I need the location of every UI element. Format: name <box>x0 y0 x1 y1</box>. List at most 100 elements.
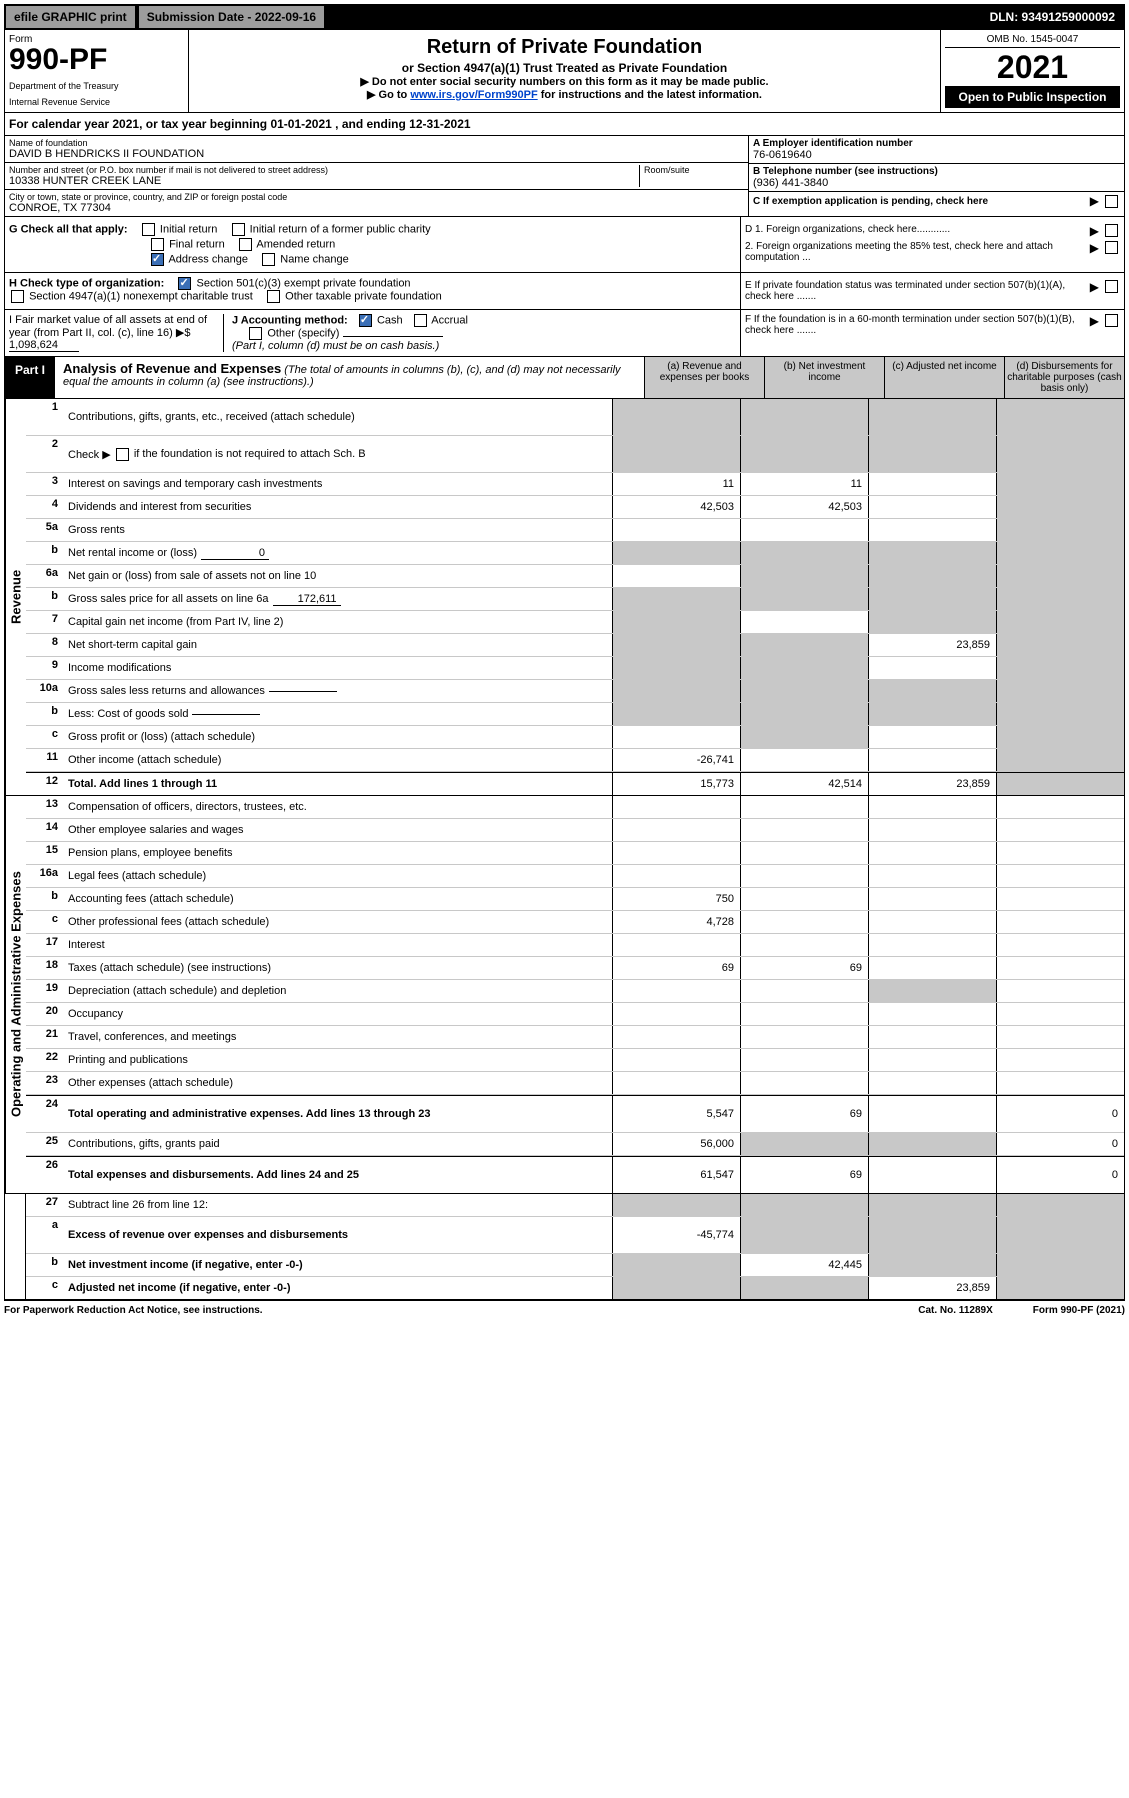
other-taxable-checkbox[interactable] <box>267 290 280 303</box>
i-label: I Fair market value of all assets at end… <box>9 314 207 339</box>
row7-desc: Capital gain net income (from Part IV, l… <box>64 611 612 633</box>
row24-desc: Total operating and administrative expen… <box>64 1096 612 1132</box>
j-note: (Part I, column (d) must be on cash basi… <box>232 340 439 352</box>
r3-b: 11 <box>740 473 868 495</box>
section-g-d: G Check all that apply: Initial return I… <box>4 217 1125 273</box>
paperwork-notice: For Paperwork Reduction Act Notice, see … <box>4 1305 263 1316</box>
row19-desc: Depreciation (attach schedule) and deple… <box>64 980 612 1002</box>
r12-a: 15,773 <box>612 773 740 795</box>
final-return-label: Final return <box>169 239 225 251</box>
row22-desc: Printing and publications <box>64 1049 612 1071</box>
r16c-a: 4,728 <box>612 911 740 933</box>
entity-info: Name of foundation DAVID B HENDRICKS II … <box>4 136 1125 217</box>
line27-section: 27Subtract line 26 from line 12: aExcess… <box>4 1194 1125 1300</box>
form-subtitle: or Section 4947(a)(1) Trust Treated as P… <box>197 61 932 75</box>
accrual-checkbox[interactable] <box>414 314 427 327</box>
street-address: 10338 HUNTER CREEK LANE <box>9 175 639 187</box>
r12-b: 42,514 <box>740 773 868 795</box>
part1-label: Part I <box>5 357 55 398</box>
topbar: efile GRAPHIC print Submission Date - 20… <box>4 4 1125 30</box>
r16b-a: 750 <box>612 888 740 910</box>
row27b-desc: Net investment income (if negative, ente… <box>64 1254 612 1276</box>
form-note2: ▶ Go to www.irs.gov/Form990PF for instru… <box>197 88 932 101</box>
row27a-desc: Excess of revenue over expenses and disb… <box>64 1217 612 1253</box>
g-label: G Check all that apply: <box>9 224 128 236</box>
city-label: City or town, state or province, country… <box>9 192 744 202</box>
col-c-header: (c) Adjusted net income <box>884 357 1004 398</box>
row25-desc: Contributions, gifts, grants paid <box>64 1133 612 1155</box>
row3-desc: Interest on savings and temporary cash i… <box>64 473 612 495</box>
cash-label: Cash <box>377 315 403 327</box>
open-to-public: Open to Public Inspection <box>945 86 1120 108</box>
row6a-desc: Net gain or (loss) from sale of assets n… <box>64 565 612 587</box>
r12-c: 23,859 <box>868 773 996 795</box>
foundation-name: DAVID B HENDRICKS II FOUNDATION <box>9 148 744 160</box>
final-return-checkbox[interactable] <box>151 238 164 251</box>
exemption-checkbox[interactable] <box>1105 195 1118 208</box>
address-change-checkbox[interactable] <box>151 253 164 266</box>
i-value: 1,098,624 <box>9 339 79 352</box>
4947-checkbox[interactable] <box>11 290 24 303</box>
row21-desc: Travel, conferences, and meetings <box>64 1026 612 1048</box>
irs-link[interactable]: www.irs.gov/Form990PF <box>410 89 537 101</box>
city-state-zip: CONROE, TX 77304 <box>9 202 744 214</box>
r18-a: 69 <box>612 957 740 979</box>
revenue-side-label: Revenue <box>5 399 26 795</box>
tax-year: 2021 <box>945 48 1120 86</box>
row5a-desc: Gross rents <box>64 519 612 541</box>
page-footer: For Paperwork Reduction Act Notice, see … <box>4 1300 1125 1320</box>
expenses-side-label: Operating and Administrative Expenses <box>5 796 26 1193</box>
initial-return-checkbox[interactable] <box>142 223 155 236</box>
initial-former-checkbox[interactable] <box>232 223 245 236</box>
address-change-label: Address change <box>168 254 248 266</box>
d1-checkbox[interactable] <box>1105 224 1118 237</box>
addr-label: Number and street (or P.O. box number if… <box>9 165 639 175</box>
name-change-checkbox[interactable] <box>262 253 275 266</box>
row16b-desc: Accounting fees (attach schedule) <box>64 888 612 910</box>
row10a-desc: Gross sales less returns and allowances <box>64 680 612 702</box>
row1-desc: Contributions, gifts, grants, etc., rece… <box>64 399 612 435</box>
other-method-checkbox[interactable] <box>249 327 262 340</box>
exemption-label: C If exemption application is pending, c… <box>753 196 1086 207</box>
501c3-checkbox[interactable] <box>178 277 191 290</box>
other-taxable-label: Other taxable private foundation <box>285 291 442 303</box>
room-label: Room/suite <box>644 165 744 175</box>
name-label: Name of foundation <box>9 138 744 148</box>
r26-d: 0 <box>996 1157 1124 1193</box>
d2-checkbox[interactable] <box>1105 241 1118 254</box>
form-note1: ▶ Do not enter social security numbers o… <box>197 75 932 88</box>
501c3-label: Section 501(c)(3) exempt private foundat… <box>197 278 411 290</box>
ein-value: 76-0619640 <box>753 149 1120 161</box>
r24-a: 5,547 <box>612 1096 740 1132</box>
r8-c: 23,859 <box>868 634 996 656</box>
calendar-year: For calendar year 2021, or tax year begi… <box>4 113 1125 136</box>
e-checkbox[interactable] <box>1105 280 1118 293</box>
row26-desc: Total expenses and disbursements. Add li… <box>64 1157 612 1193</box>
phone-value: (936) 441-3840 <box>753 177 1120 189</box>
accrual-label: Accrual <box>431 315 468 327</box>
h-label: H Check type of organization: <box>9 278 164 290</box>
amended-return-checkbox[interactable] <box>239 238 252 251</box>
r3-a: 11 <box>612 473 740 495</box>
r4-a: 42,503 <box>612 496 740 518</box>
cat-no: Cat. No. 11289X <box>918 1305 992 1316</box>
r27c-c: 23,859 <box>868 1277 996 1299</box>
row17-desc: Interest <box>64 934 612 956</box>
r25-a: 56,000 <box>612 1133 740 1155</box>
row9-desc: Income modifications <box>64 657 612 679</box>
omb-number: OMB No. 1545-0047 <box>945 34 1120 48</box>
cash-checkbox[interactable] <box>359 314 372 327</box>
f-label: F If the foundation is in a 60-month ter… <box>745 314 1086 336</box>
efile-print-button[interactable]: efile GRAPHIC print <box>6 6 135 28</box>
row11-desc: Other income (attach schedule) <box>64 749 612 771</box>
expenses-section: Operating and Administrative Expenses 13… <box>4 796 1125 1194</box>
schb-checkbox[interactable] <box>116 448 129 461</box>
row18-desc: Taxes (attach schedule) (see instruction… <box>64 957 612 979</box>
e-label: E If private foundation status was termi… <box>745 280 1086 302</box>
row10b-desc: Less: Cost of goods sold <box>64 703 612 725</box>
col-a-header: (a) Revenue and expenses per books <box>644 357 764 398</box>
row27c-desc: Adjusted net income (if negative, enter … <box>64 1277 612 1299</box>
f-checkbox[interactable] <box>1105 314 1118 327</box>
row20-desc: Occupancy <box>64 1003 612 1025</box>
revenue-section: Revenue 1Contributions, gifts, grants, e… <box>4 399 1125 796</box>
